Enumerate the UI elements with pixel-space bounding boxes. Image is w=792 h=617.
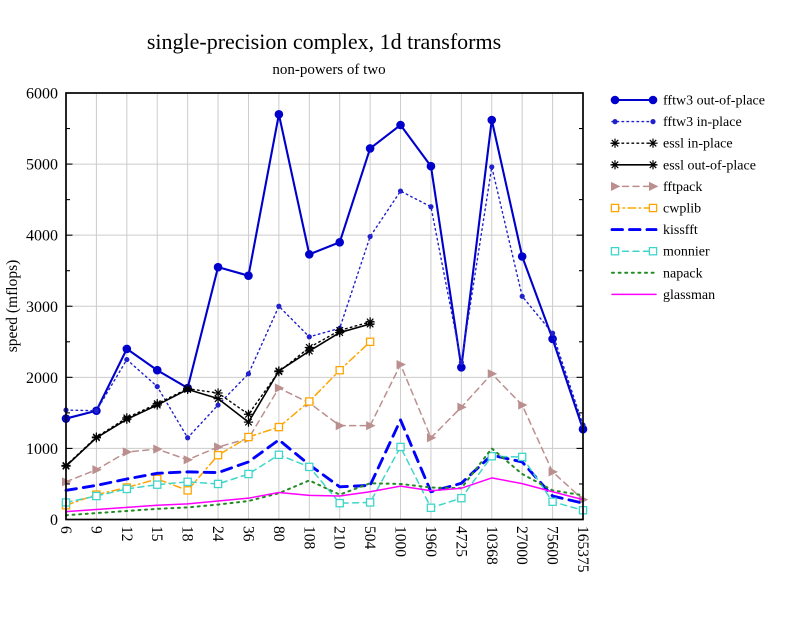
x-tick-label-165375: 165375 xyxy=(574,526,591,573)
legend-item-fftw3-out-of-place: fftw3 out-of-place xyxy=(610,94,765,109)
legend-item-fftw3-in-place: fftw3 in-place xyxy=(611,115,742,130)
x-tick-label-36: 36 xyxy=(239,526,256,542)
x-tick-label-108: 108 xyxy=(300,526,317,550)
series-line-kissfft xyxy=(64,418,585,505)
series-markers-fftw3-out-of-place xyxy=(61,110,588,434)
x-tick-label-1960: 1960 xyxy=(422,526,439,557)
y-tick-label-1000: 1000 xyxy=(26,441,58,458)
y-tick-label-6000: 6000 xyxy=(26,86,58,103)
x-tick-label-27000: 27000 xyxy=(513,526,530,565)
series-markers-cwplib xyxy=(61,337,375,510)
y-tick-label-4000: 4000 xyxy=(26,228,58,245)
series-line-napack xyxy=(65,447,584,517)
legend-label-fftw3-in-place: fftw3 in-place xyxy=(663,115,742,130)
x-tick-label-80: 80 xyxy=(270,526,287,542)
chart-subtitle: non-powers of two xyxy=(272,62,385,78)
x-tick-label-12: 12 xyxy=(118,526,135,542)
x-tick-label-1000: 1000 xyxy=(392,526,409,557)
legend-label-kissfft: kissfft xyxy=(663,223,698,238)
legend-label-essl-in-place: essl in-place xyxy=(663,137,733,152)
legend-item-glassman: glassman xyxy=(611,288,715,303)
series-markers-fftw3-in-place xyxy=(63,164,586,441)
series-markers-monnier xyxy=(61,442,588,515)
series-line-fftpack xyxy=(65,363,584,501)
axis-layer: 0 1000 2000 3000 4000 5000 6000 6 9 12 15 18 24 36 80 1… xyxy=(26,86,591,573)
legend-item-essl-out-of-place: essl out-of-place xyxy=(610,158,756,173)
legend: fftw3 out-of-place fftw3 in-place essl in-… xyxy=(610,94,765,303)
legend-item-kissfft: kissfft xyxy=(610,223,698,238)
series-glassman xyxy=(65,477,584,513)
y-tick-label-5000: 5000 xyxy=(26,157,58,174)
series-line-fftw3-out-of-place xyxy=(64,113,585,431)
y-tick-label-2000: 2000 xyxy=(26,370,58,387)
series-monnier xyxy=(61,442,588,515)
series-line-fftw3-in-place xyxy=(65,166,584,439)
x-tick-label-9: 9 xyxy=(87,526,104,534)
series-fftpack xyxy=(62,359,589,505)
y-tick-label-3000: 3000 xyxy=(26,299,58,316)
legend-item-fftpack: fftpack xyxy=(611,180,702,195)
legend-label-cwplib: cwplib xyxy=(663,202,701,217)
legend-label-essl-out-of-place: essl out-of-place xyxy=(663,158,756,173)
series-fftw3-out-of-place xyxy=(61,110,588,434)
x-tick-label-10368: 10368 xyxy=(483,526,500,565)
chart-title: single-precision complex, 1d transforms xyxy=(147,29,501,54)
x-tick-label-6: 6 xyxy=(57,526,74,534)
y-axis-label: speed (mflops) xyxy=(4,260,21,353)
x-tick-label-75600: 75600 xyxy=(544,526,561,565)
series-markers-fftpack xyxy=(62,359,589,505)
series-napack xyxy=(65,447,584,517)
legend-item-napack: napack xyxy=(611,266,703,281)
series-fftw3-in-place xyxy=(63,164,586,441)
x-tick-label-18: 18 xyxy=(179,526,196,542)
x-tick-label-504: 504 xyxy=(361,526,378,550)
legend-label-napack: napack xyxy=(663,266,703,281)
x-tick-label-24: 24 xyxy=(209,526,226,542)
series-line-monnier xyxy=(65,446,584,512)
y-tick-label-0: 0 xyxy=(50,512,58,529)
x-tick-label-4725: 4725 xyxy=(452,526,469,557)
series-line-glassman xyxy=(65,477,584,513)
x-tick-label-210: 210 xyxy=(331,526,348,550)
series-kissfft xyxy=(64,418,585,505)
legend-item-essl-in-place: essl in-place xyxy=(610,137,733,152)
legend-label-glassman: glassman xyxy=(663,288,715,303)
legend-label-fftw3-out-of-place: fftw3 out-of-place xyxy=(663,94,765,109)
legend-label-fftpack: fftpack xyxy=(663,180,702,195)
grid-layer xyxy=(66,93,583,520)
x-tick-label-15: 15 xyxy=(148,526,165,542)
series-cwplib xyxy=(61,337,375,510)
legend-label-monnier: monnier xyxy=(663,245,710,260)
series-layer xyxy=(61,110,589,517)
legend-item-cwplib: cwplib xyxy=(610,202,701,217)
legend-item-monnier: monnier xyxy=(610,245,710,260)
